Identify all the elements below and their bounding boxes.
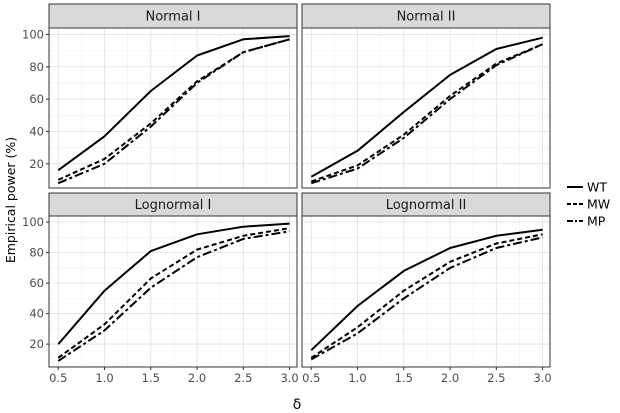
x-axis-title: δ xyxy=(293,397,302,413)
series-line-mw xyxy=(57,227,290,359)
series-line-mp xyxy=(57,230,290,362)
series-line-wt xyxy=(310,36,543,178)
legend-label: MW xyxy=(587,197,610,212)
panel-lognormal-i: Lognormal I 20 40 60 80 100 0.5 1.0 1.5 2.0 2.5 3.0 xyxy=(22,192,299,385)
x-tick-label: 2.5 xyxy=(234,371,252,385)
panel-border xyxy=(48,215,298,368)
panel-title: Normal I xyxy=(145,10,200,25)
y-tick-label: 100 xyxy=(22,27,44,41)
panel-title: Normal II xyxy=(397,10,456,25)
x-tick-label: 3.0 xyxy=(533,371,551,385)
x-tick-label: 2.0 xyxy=(441,371,459,385)
series-line-wt xyxy=(57,35,290,172)
legend-item-wt: WT xyxy=(567,180,607,195)
series-line-wt xyxy=(57,222,290,345)
y-tick-label: 20 xyxy=(29,157,44,171)
series-line-mw xyxy=(310,233,543,359)
x-tick-label: 1.0 xyxy=(95,371,113,385)
y-tick-label: 40 xyxy=(29,307,44,321)
y-tick-label: 60 xyxy=(29,276,44,290)
x-tick-label: 0.5 xyxy=(49,371,67,385)
y-tick-label: 80 xyxy=(29,246,44,260)
plot-background xyxy=(49,28,297,188)
panel-border xyxy=(301,215,551,368)
series-line-mp xyxy=(57,38,290,185)
y-tick-label: 100 xyxy=(22,215,44,229)
plot-background xyxy=(302,28,550,188)
y-tick-label: 20 xyxy=(29,337,44,351)
legend-label: WT xyxy=(587,180,607,195)
series-line-wt xyxy=(310,228,543,351)
series-line-mp xyxy=(310,43,544,185)
y-tick-label: 40 xyxy=(29,124,44,138)
plot-background xyxy=(49,216,297,367)
x-tick-label: 1.5 xyxy=(395,371,413,385)
legend-item-mp: MP xyxy=(567,214,606,229)
panel-strip xyxy=(301,3,551,29)
panel-title: Lognormal II xyxy=(386,198,467,213)
panel-strip xyxy=(48,3,298,29)
series-line-mp xyxy=(310,236,543,361)
panel-border xyxy=(48,27,298,189)
x-tick-label: 2.0 xyxy=(188,371,206,385)
panel-normal-ii: Normal II xyxy=(301,3,551,189)
panel-title: Lognormal I xyxy=(135,198,212,213)
x-tick-label: 1.0 xyxy=(348,371,366,385)
y-axis-title: Empirical power (%) xyxy=(3,137,18,263)
y-tick-label: 80 xyxy=(29,60,44,74)
y-tick-label: 60 xyxy=(29,92,44,106)
legend-item-mw: MW xyxy=(567,197,610,212)
x-tick-label: 1.5 xyxy=(142,371,160,385)
panel-lognormal-ii: Lognormal II 0.5 1.0 1.5 2.0 2.5 3.0 xyxy=(301,192,552,385)
panel-border xyxy=(301,27,551,189)
x-tick-label: 3.0 xyxy=(280,371,298,385)
panels-layer: Normal I 20 40 60 80 100 Normal II Lognormal I 2… xyxy=(22,3,552,385)
legend: WT MW MP xyxy=(567,180,610,229)
legend-label: MP xyxy=(587,214,606,229)
series-line-mw xyxy=(310,43,543,183)
panel-normal-i: Normal I 20 40 60 80 100 xyxy=(22,3,298,189)
x-tick-label: 0.5 xyxy=(302,371,320,385)
x-tick-label: 2.5 xyxy=(487,371,505,385)
